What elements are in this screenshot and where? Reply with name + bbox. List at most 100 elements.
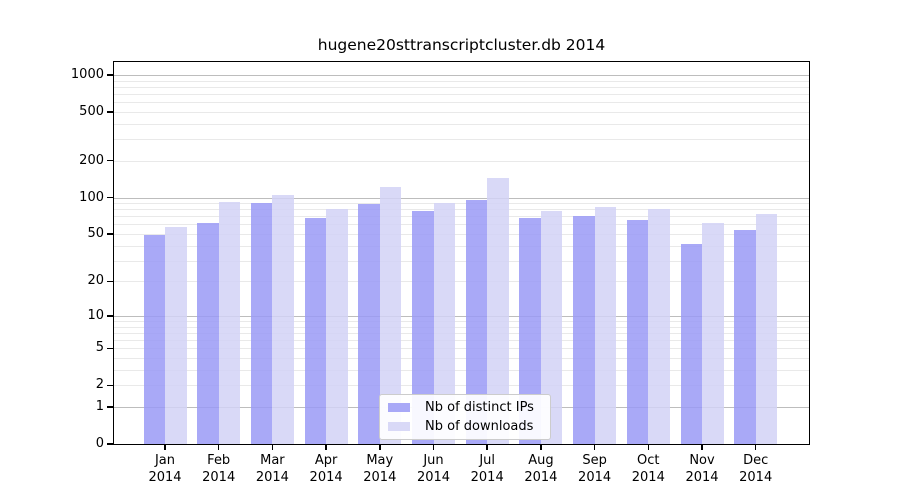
x-tick-year: 2014 — [255, 470, 289, 485]
x-tick-mark — [701, 445, 703, 450]
x-tick-month: Dec — [743, 453, 769, 468]
bar-distinct-ips — [465, 200, 488, 444]
x-tick-mark — [540, 445, 542, 450]
gridline-minor — [114, 94, 809, 95]
legend-swatch-distinct-ips-icon — [388, 403, 410, 412]
x-tick-year: 2014 — [739, 470, 773, 485]
gridline-minor — [114, 385, 809, 387]
x-tick-mark — [647, 445, 650, 450]
gridline-major — [114, 197, 809, 199]
bar-distinct-ips — [573, 216, 595, 444]
x-tick-mark — [593, 445, 596, 450]
x-tick-label: Dec 2014 — [728, 452, 784, 486]
y-tick-mark — [107, 347, 113, 350]
x-tick-month: Nov — [689, 453, 715, 468]
bar-downloads — [487, 177, 509, 444]
bar-distinct-ips — [412, 210, 434, 444]
y-tick-label: 1 — [95, 399, 104, 414]
x-tick-year: 2014 — [309, 470, 343, 485]
x-tick-year: 2014 — [363, 470, 397, 485]
bar-downloads — [433, 202, 455, 444]
x-tick-label: Mar 2014 — [244, 452, 300, 486]
bar-downloads — [540, 210, 563, 444]
gridline-minor — [114, 369, 809, 371]
gridline-minor — [114, 209, 809, 211]
x-tick-month: Mar — [260, 453, 285, 468]
bar-downloads — [272, 194, 294, 444]
y-tick-label: 5 — [95, 340, 104, 356]
gridline-major — [114, 74, 809, 76]
x-tick-mark — [432, 445, 435, 450]
gridline-minor — [114, 111, 809, 113]
y-tick-mark — [107, 315, 113, 317]
x-tick-label: Aug 2014 — [513, 452, 569, 486]
bar-distinct-ips — [680, 244, 702, 444]
legend-item-downloads: Nb of downloads — [388, 419, 542, 434]
bar-downloads — [755, 214, 778, 444]
legend: Nb of distinct IPs Nb of downloads — [379, 394, 551, 440]
bar-distinct-ips — [197, 222, 219, 444]
bar-downloads — [326, 209, 348, 444]
x-tick-label: Oct 2014 — [620, 452, 676, 486]
gridline-minor — [114, 358, 809, 359]
y-tick-mark — [107, 280, 113, 283]
gridline-minor — [114, 281, 809, 283]
y-tick-mark — [107, 384, 113, 387]
y-tick-label: 0 — [95, 436, 104, 451]
bar-distinct-ips — [304, 217, 327, 444]
x-tick-month: Sep — [582, 453, 607, 468]
x-tick-mark — [217, 445, 220, 450]
y-tick-mark — [107, 111, 113, 113]
x-tick-mark — [325, 445, 327, 450]
gridline-minor — [114, 260, 809, 262]
x-tick-month: Oct — [637, 453, 660, 468]
y-tick-label: 500 — [79, 103, 104, 119]
gridline-minor — [114, 139, 809, 141]
x-tick-label: Apr 2014 — [298, 452, 354, 486]
gridline-minor — [114, 102, 809, 104]
gridline-minor — [114, 321, 809, 322]
y-tick-label: 20 — [87, 273, 104, 289]
x-tick-year: 2014 — [202, 470, 236, 485]
x-tick-month: Jan — [154, 453, 176, 468]
x-tick-label: Sep 2014 — [567, 452, 623, 486]
gridline-minor — [114, 245, 809, 247]
x-tick-year: 2014 — [631, 470, 665, 485]
x-tick-month: Jun — [423, 453, 444, 468]
gridline-minor — [114, 203, 809, 204]
y-tick-mark — [107, 196, 113, 199]
bar-distinct-ips — [358, 203, 380, 444]
x-tick-label: Jun 2014 — [406, 452, 462, 486]
y-tick-label: 2 — [95, 377, 104, 393]
x-tick-year: 2014 — [148, 470, 182, 485]
chart-title: hugene20sttranscriptcluster.db 2014 — [317, 36, 606, 54]
x-tick-label: Jul 2014 — [459, 452, 515, 486]
x-tick-label: Feb 2014 — [191, 452, 247, 486]
bar-distinct-ips — [626, 220, 649, 444]
bar-downloads — [594, 207, 617, 444]
gridline-minor — [114, 216, 809, 218]
bar-distinct-ips — [250, 203, 273, 444]
y-tick-mark — [107, 159, 113, 162]
x-tick-year: 2014 — [416, 470, 451, 485]
gridline-minor — [114, 234, 809, 235]
gridline-minor — [114, 348, 809, 350]
y-tick-label: 1000 — [70, 66, 104, 82]
bar-downloads — [165, 227, 187, 444]
legend-label-downloads: Nb of downloads — [425, 419, 534, 434]
x-tick-label: May 2014 — [352, 452, 408, 486]
x-tick-year: 2014 — [685, 470, 719, 485]
bar-downloads — [648, 209, 670, 444]
x-tick-mark — [754, 445, 757, 450]
gridline-minor — [114, 340, 809, 342]
x-tick-mark — [271, 445, 274, 450]
x-tick-year: 2014 — [578, 470, 612, 485]
x-tick-mark — [164, 445, 166, 450]
y-tick-label: 50 — [87, 226, 104, 241]
x-tick-mark — [379, 445, 381, 450]
x-tick-year: 2014 — [470, 470, 504, 485]
bar-downloads — [702, 222, 724, 444]
bar-downloads — [379, 186, 402, 444]
x-tick-month: Aug — [528, 453, 554, 468]
